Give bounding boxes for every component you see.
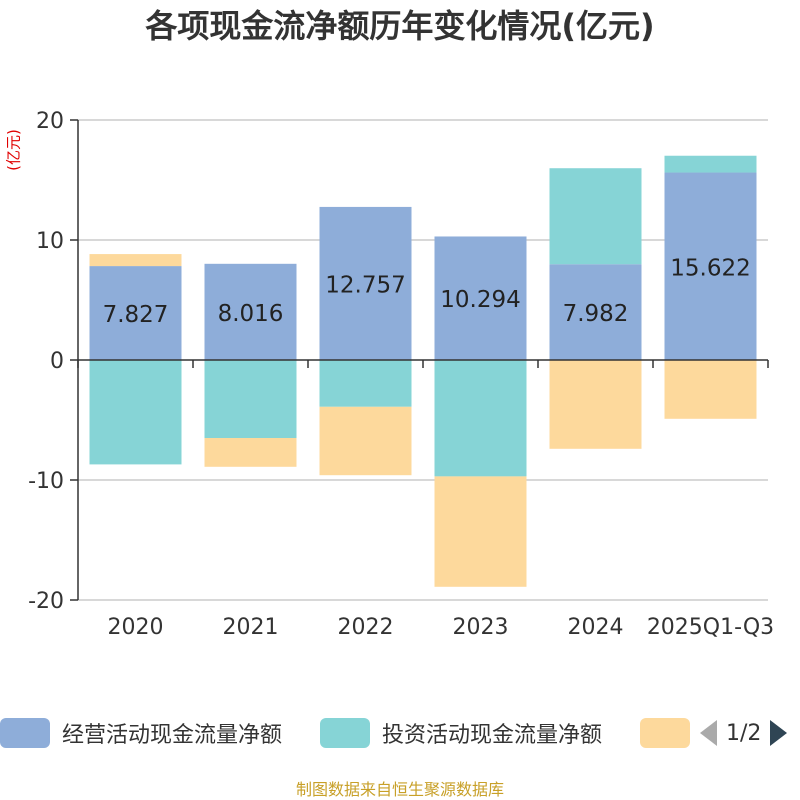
bar-2020-series-2[interactable] bbox=[89, 254, 182, 267]
data-label-2024: 7.982 bbox=[563, 301, 629, 327]
bar-2024-series-1[interactable] bbox=[549, 168, 642, 265]
legend-label-investing: 投资活动现金流量净额 bbox=[382, 723, 603, 748]
x-tick-label: 2022 bbox=[338, 615, 394, 640]
bar-2025Q1-Q3-series-1[interactable] bbox=[664, 155, 757, 173]
bar-2025Q1-Q3-series-0[interactable] bbox=[664, 172, 757, 360]
legend-pager: 1/2 bbox=[700, 718, 788, 748]
y-tick-label: 0 bbox=[50, 349, 64, 374]
legend-label-operating: 经营活动现金流量净额 bbox=[62, 723, 283, 748]
x-tick-label: 2023 bbox=[453, 615, 509, 640]
bar-2021-series-0[interactable] bbox=[204, 263, 297, 360]
bar-2023-series-2[interactable] bbox=[434, 476, 527, 587]
bar-2021-series-1[interactable] bbox=[204, 360, 297, 438]
legend-swatch-third-series bbox=[640, 718, 690, 748]
y-tick-label: -10 bbox=[28, 469, 64, 494]
legend-swatch-operating bbox=[0, 718, 50, 748]
y-tick-label: -20 bbox=[28, 589, 64, 614]
legend-item-operating[interactable]: 经营活动现金流量净额 bbox=[0, 718, 282, 748]
data-source-note: 制图数据来自恒生聚源数据库 bbox=[295, 780, 504, 799]
y-tick-label: 20 bbox=[36, 109, 64, 134]
data-label-2021: 8.016 bbox=[218, 301, 284, 327]
data-label-2025Q1-Q3: 15.622 bbox=[670, 255, 750, 281]
legend: 经营活动现金流量净额 投资活动现金流量净额 1/2 bbox=[0, 712, 800, 756]
bar-2022-series-1[interactable] bbox=[319, 360, 412, 407]
bar-2025Q1-Q3-series-2[interactable] bbox=[664, 360, 757, 419]
data-label-2022: 12.757 bbox=[325, 272, 405, 298]
bar-2023-series-1[interactable] bbox=[434, 360, 527, 477]
bar-2022-series-0[interactable] bbox=[319, 206, 412, 360]
bar-2020-series-1[interactable] bbox=[89, 360, 182, 465]
bar-2022-series-2[interactable] bbox=[319, 406, 412, 476]
x-tick-label: 2020 bbox=[108, 615, 164, 640]
bar-chart: 20 10 0 -10 -20 2020 2021 2022 2023 2024 2025Q1-Q3… bbox=[28, 109, 774, 640]
bar-2021-series-2[interactable] bbox=[204, 438, 297, 467]
data-label-2020: 7.827 bbox=[103, 302, 169, 328]
chart-title: 各项现金流净额历年变化情况(亿元) bbox=[145, 7, 655, 45]
x-tick-label: 2021 bbox=[223, 615, 279, 640]
legend-prev-page-icon[interactable] bbox=[700, 720, 717, 746]
bar-2023-series-0[interactable] bbox=[434, 236, 527, 360]
legend-swatch-investing bbox=[320, 718, 370, 748]
bar-2020-series-0[interactable] bbox=[89, 266, 182, 360]
legend-next-page-icon[interactable] bbox=[770, 720, 788, 746]
legend-item-third-series[interactable] bbox=[640, 718, 702, 748]
legend-item-investing[interactable]: 投资活动现金流量净额 bbox=[320, 718, 602, 748]
y-tick-label: 10 bbox=[36, 229, 64, 254]
bar-2024-series-2[interactable] bbox=[549, 360, 642, 449]
x-tick-label: 2024 bbox=[568, 615, 624, 640]
x-tick-label: 2025Q1-Q3 bbox=[647, 615, 774, 640]
bar-2024-series-0[interactable] bbox=[549, 264, 642, 360]
data-label-2023: 10.294 bbox=[440, 287, 520, 313]
legend-page-indicator: 1/2 bbox=[726, 720, 762, 746]
